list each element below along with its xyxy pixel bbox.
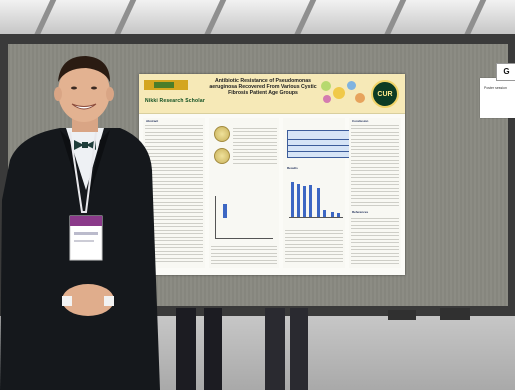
chart-bar — [323, 210, 326, 218]
lapel — [60, 130, 82, 200]
crowd-person-legs — [290, 308, 308, 390]
conclusion-text-block — [351, 123, 399, 208]
name-badge-text — [74, 232, 98, 235]
eye — [91, 86, 97, 90]
bow-tie — [74, 140, 96, 150]
petri-dish-image — [214, 148, 230, 164]
chart-axis — [215, 238, 273, 239]
conclusion-heading: Conclusion — [352, 119, 369, 123]
poster-column-right: Conclusion References — [349, 118, 401, 268]
table-row-line — [288, 151, 350, 152]
table-row-line — [288, 139, 350, 140]
chart-axis — [289, 217, 343, 218]
bacteria-icon — [323, 95, 331, 103]
abstract-heading: Abstract — [146, 119, 159, 123]
poster-header: Nikki Research Scholar Antibiotic Resist… — [139, 74, 405, 114]
poster-column-left: Abstract — [143, 118, 205, 268]
bacteria-icon — [321, 81, 331, 91]
booth-sign — [480, 78, 515, 118]
crowd-person-legs — [176, 308, 196, 390]
methods-caption — [211, 244, 277, 264]
poster-title: Antibiotic Resistance of Pseudomonas aer… — [209, 78, 317, 96]
bow-tie-knot — [82, 142, 88, 148]
abstract-text-block — [145, 123, 203, 264]
chart-bar — [331, 212, 334, 218]
chart-bar — [337, 213, 340, 218]
shirt-cuff — [62, 296, 72, 306]
bacteria-icon — [355, 93, 365, 103]
booth-sign-text: Poster session — [484, 86, 507, 90]
bacteria-icon — [333, 87, 345, 99]
crowd-person-legs — [204, 308, 222, 390]
bacteria-icons — [317, 79, 369, 109]
bacteria-icon — [347, 81, 356, 90]
crowd-shoe — [388, 310, 416, 320]
chart-bar — [303, 186, 306, 218]
eye — [71, 86, 77, 90]
lapel — [88, 130, 110, 200]
chart-bar — [309, 185, 312, 218]
references-text-block — [351, 216, 399, 264]
smile — [71, 103, 97, 110]
ear — [106, 87, 114, 101]
crowd-shoe — [440, 308, 470, 320]
school-logo — [144, 80, 188, 90]
presenter-person — [0, 56, 160, 390]
chart-bar — [317, 188, 320, 218]
chart-bar — [291, 182, 294, 218]
results-table — [287, 130, 351, 158]
crowd-person-legs — [265, 308, 285, 390]
petri-dish-image — [214, 126, 230, 142]
shirt-cuff — [104, 296, 114, 306]
name-badge-stripe — [70, 216, 102, 226]
ear — [54, 87, 62, 101]
lanyard — [69, 131, 97, 213]
booth-number-tab: G — [496, 63, 515, 81]
hair — [58, 56, 110, 82]
chart-axis — [215, 196, 216, 238]
research-poster: Nikki Research Scholar Antibiotic Resist… — [139, 74, 405, 275]
results-heading: Results — [287, 166, 298, 170]
table-row-line — [288, 145, 350, 146]
references-heading: References — [352, 210, 369, 214]
face — [58, 62, 110, 122]
poster-column-results: Results — [283, 118, 351, 268]
clasped-hands — [62, 284, 114, 316]
chart-bar — [297, 184, 300, 218]
name-badge-text — [74, 240, 94, 242]
chart-bar — [223, 204, 227, 218]
school-label: Nikki Research Scholar — [145, 98, 205, 104]
poster-column-methods — [209, 118, 279, 268]
resistance-bar-chart — [289, 178, 343, 218]
methods-text-block — [233, 126, 277, 164]
results-text-block — [285, 228, 343, 264]
cur-seal: CUR — [371, 80, 399, 108]
